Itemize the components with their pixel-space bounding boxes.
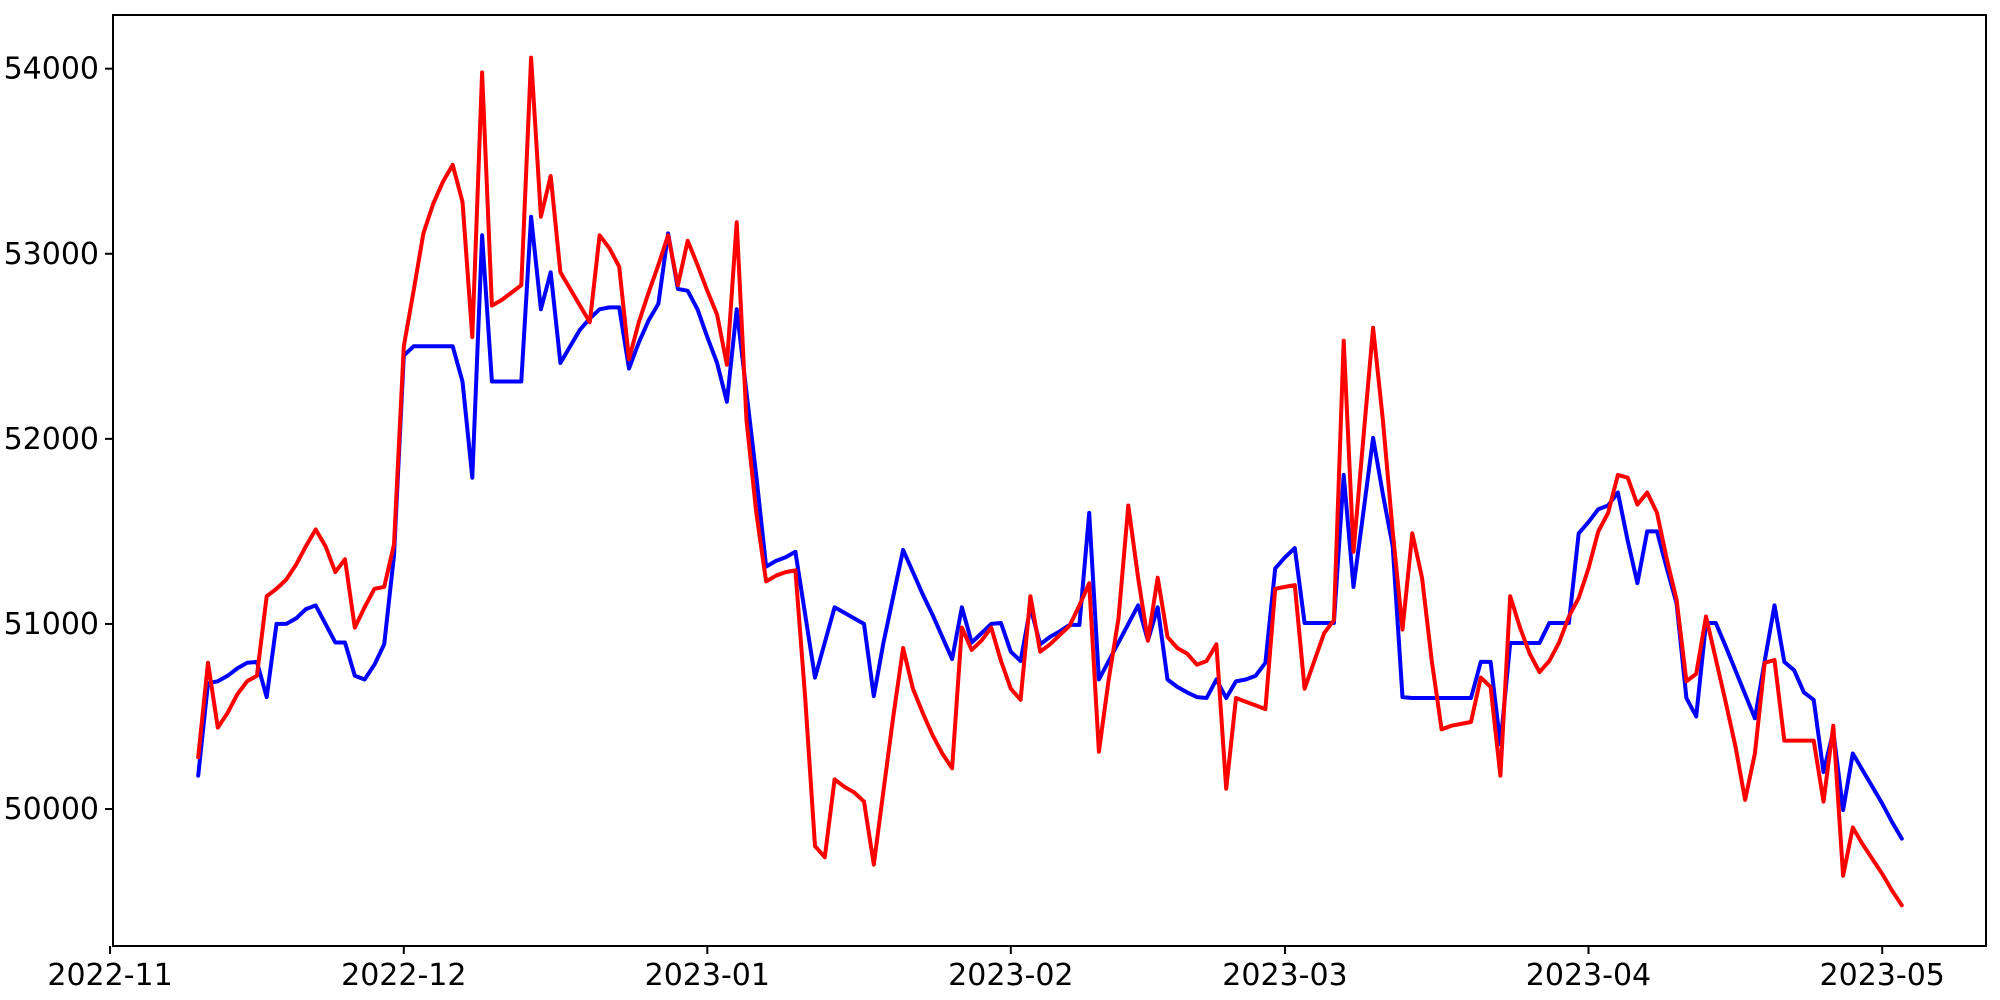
x-tick-label: 2022-12 xyxy=(341,958,466,993)
y-tick-label: 51000 xyxy=(4,607,99,642)
x-tick-label: 2023-01 xyxy=(645,958,770,993)
x-tick-label: 2023-05 xyxy=(1820,958,1945,993)
x-tick-label: 2022-11 xyxy=(47,958,172,993)
x-tick-label: 2023-04 xyxy=(1526,958,1651,993)
y-tick-label: 53000 xyxy=(4,237,99,272)
data-series-lines xyxy=(196,55,1904,908)
plot-area-border xyxy=(112,14,1987,947)
y-tick-label: 50000 xyxy=(4,792,99,827)
plot-spines xyxy=(112,14,1987,947)
x-tick-label: 2023-03 xyxy=(1222,958,1347,993)
y-tick-label: 52000 xyxy=(4,422,99,457)
x-axis-ticks: 2022-11 2022-12 2023-01 2023-02 2023-03 2023-… xyxy=(47,946,1945,993)
x-tick-label: 2023-02 xyxy=(948,958,1073,993)
y-axis-ticks: 50000 51000 52000 53000 54000 xyxy=(4,52,113,827)
series-red xyxy=(196,55,1904,908)
y-tick-label: 54000 xyxy=(4,52,99,87)
series-blue xyxy=(196,214,1904,841)
